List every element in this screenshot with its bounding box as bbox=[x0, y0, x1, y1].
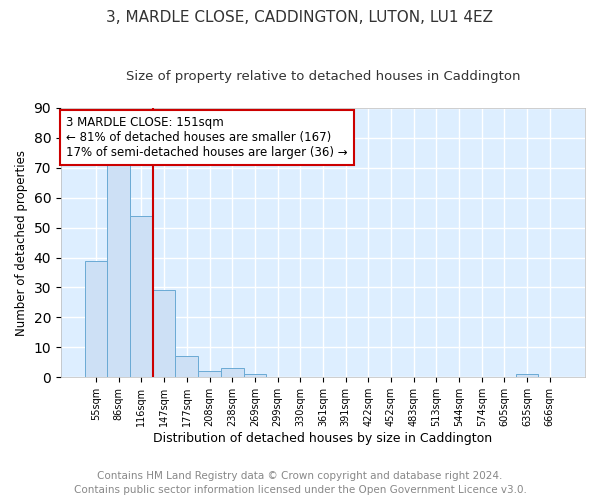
Bar bbox=[153, 290, 175, 378]
Y-axis label: Number of detached properties: Number of detached properties bbox=[15, 150, 28, 336]
Bar bbox=[175, 356, 198, 378]
Bar bbox=[85, 260, 107, 378]
Bar bbox=[516, 374, 538, 378]
Text: 3, MARDLE CLOSE, CADDINGTON, LUTON, LU1 4EZ: 3, MARDLE CLOSE, CADDINGTON, LUTON, LU1 … bbox=[107, 10, 493, 25]
Bar bbox=[221, 368, 244, 378]
Bar bbox=[130, 216, 153, 378]
Bar bbox=[244, 374, 266, 378]
Text: 3 MARDLE CLOSE: 151sqm
← 81% of detached houses are smaller (167)
17% of semi-de: 3 MARDLE CLOSE: 151sqm ← 81% of detached… bbox=[66, 116, 348, 159]
Bar bbox=[107, 164, 130, 378]
Title: Size of property relative to detached houses in Caddington: Size of property relative to detached ho… bbox=[126, 70, 520, 83]
Text: Contains HM Land Registry data © Crown copyright and database right 2024.
Contai: Contains HM Land Registry data © Crown c… bbox=[74, 471, 526, 495]
Bar bbox=[198, 372, 221, 378]
X-axis label: Distribution of detached houses by size in Caddington: Distribution of detached houses by size … bbox=[154, 432, 493, 445]
